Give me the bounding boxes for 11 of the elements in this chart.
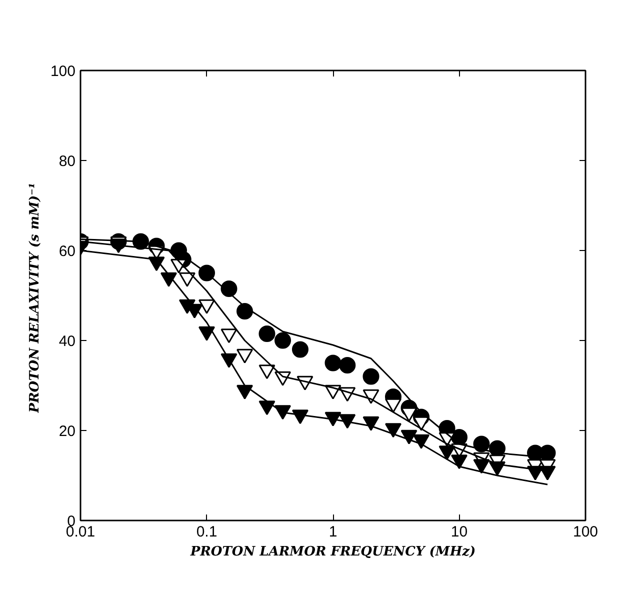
y-tick-label: 20 <box>58 423 76 440</box>
x-axis-title: PROTON LARMOR FREQUENCY (MHz) <box>189 544 476 560</box>
y-tick-label: 60 <box>58 243 76 260</box>
x-tick-label: 100 <box>572 524 598 540</box>
y-axis-title: PROTON RELAXIVITY (s mM)⁻¹ <box>27 182 42 414</box>
x-tick-label: 0.1 <box>196 524 218 540</box>
x-tick-label: 1 <box>328 524 338 540</box>
y-tick-label: 80 <box>58 153 76 170</box>
x-tick-label: 10 <box>450 524 468 540</box>
y-tick-label: 40 <box>58 333 76 350</box>
y-tick-label: 100 <box>50 63 76 80</box>
